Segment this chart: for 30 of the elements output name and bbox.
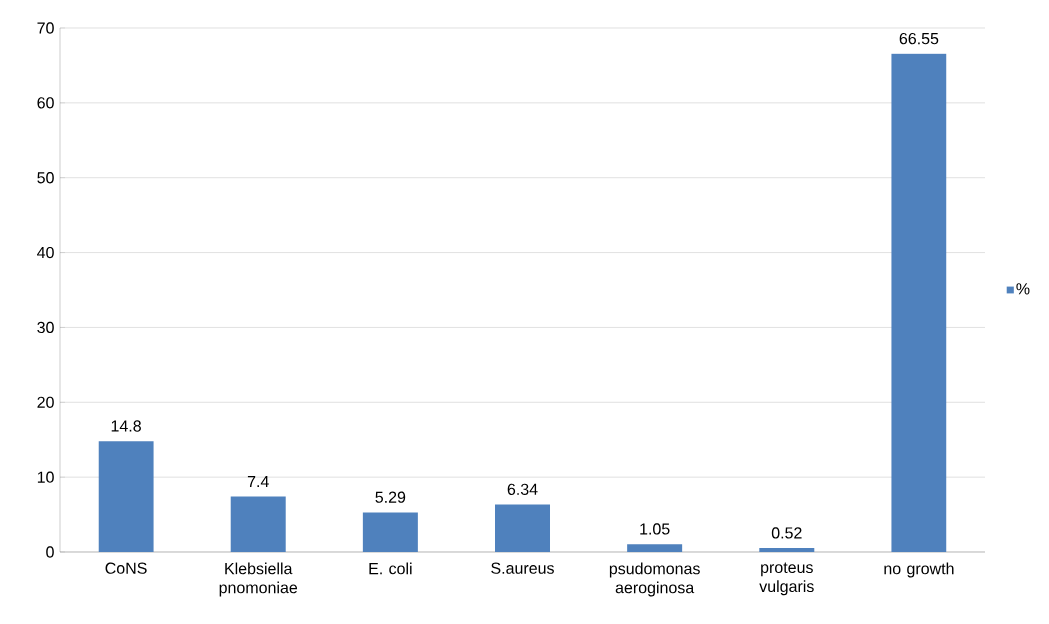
y-tick-label: 20	[37, 396, 54, 408]
x-tick-label: no growth	[884, 562, 954, 578]
legend-label: %	[1016, 283, 1030, 295]
data-label: 7.4	[247, 476, 269, 488]
y-tick-label: 0	[46, 546, 54, 558]
y-tick-label: 60	[37, 97, 54, 109]
x-tick-label: psudomonas aeroginosa	[609, 562, 700, 597]
bar	[495, 504, 550, 552]
data-label: 1.05	[640, 523, 670, 535]
data-label: 14.8	[111, 420, 141, 432]
bar	[98, 441, 154, 552]
bar	[891, 53, 947, 552]
x-tick-label: Klebsiella pnomoniae	[219, 562, 298, 597]
data-label: 0.52	[771, 527, 802, 539]
y-tick-label: 70	[37, 22, 54, 34]
bar	[362, 512, 418, 552]
data-label: 6.34	[507, 483, 538, 496]
data-label: 5.29	[375, 491, 406, 503]
x-tick-label: CoNS	[105, 562, 147, 574]
bar	[230, 496, 286, 552]
bar	[759, 548, 815, 552]
x-tick-label: S.aureus	[491, 562, 554, 574]
y-tick-label: 10	[37, 471, 54, 483]
data-label: 66.55	[899, 32, 939, 45]
x-tick-label: proteus vulgaris	[759, 562, 814, 596]
y-tick-label: 40	[37, 246, 54, 259]
x-tick-label: E. coli	[369, 562, 412, 575]
bar	[627, 544, 683, 552]
y-tick-label: 50	[37, 172, 54, 184]
y-tick-label: 30	[37, 321, 54, 334]
